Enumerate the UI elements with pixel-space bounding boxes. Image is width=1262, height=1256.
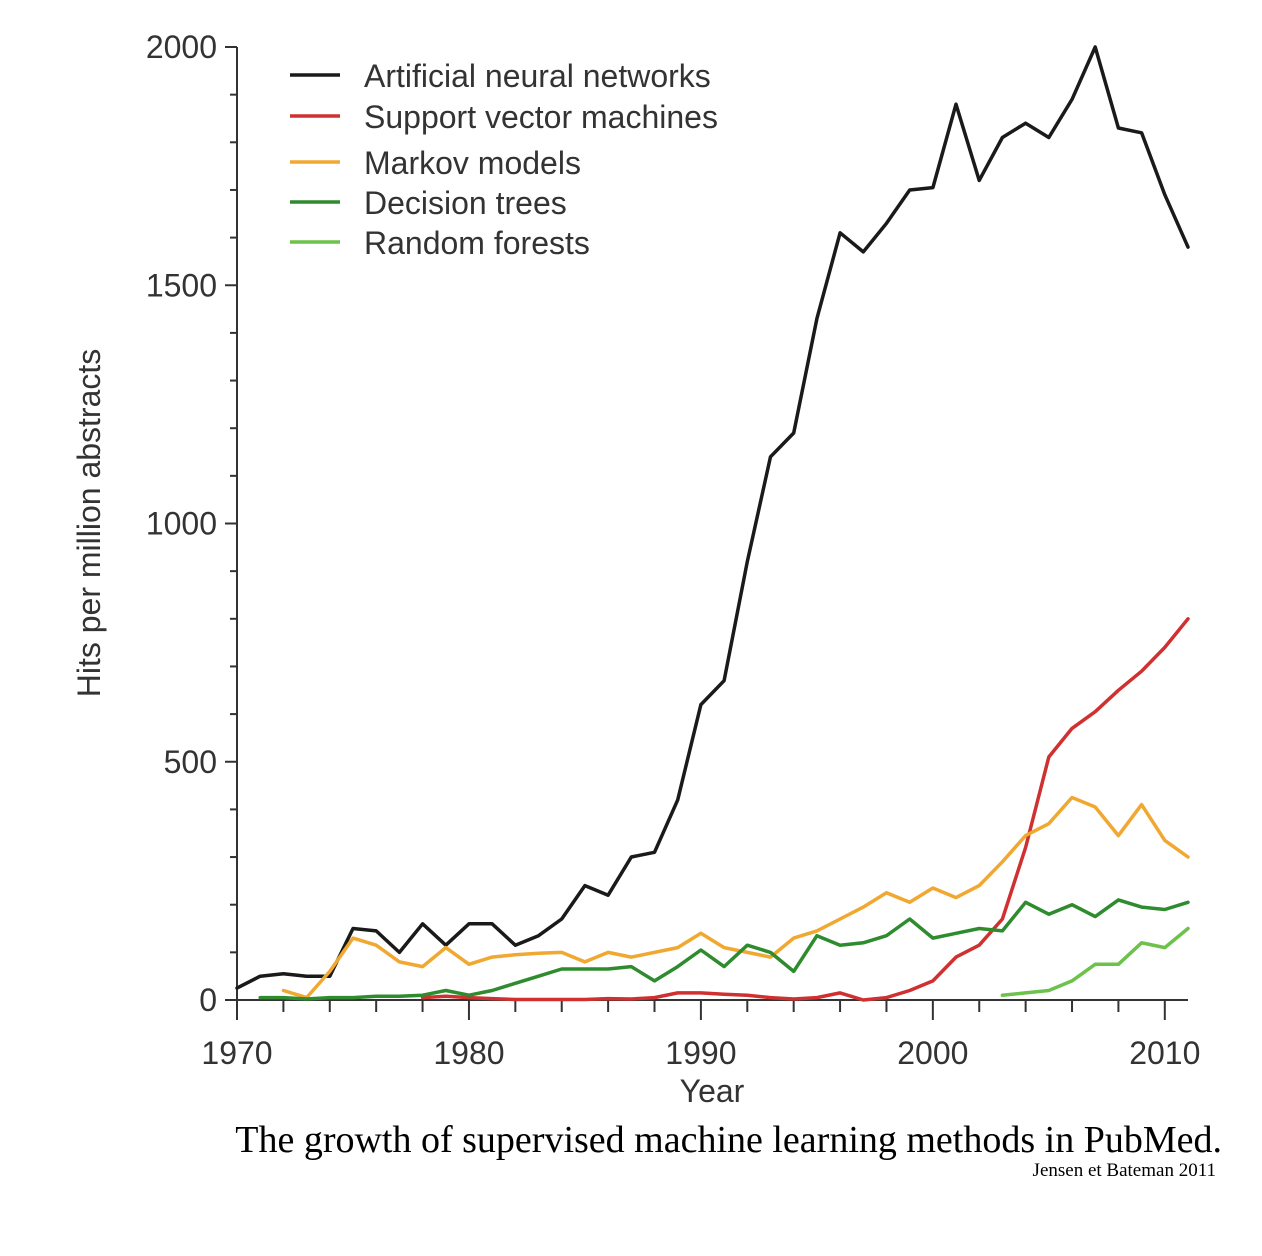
figure-caption: The growth of supervised machine learnin… bbox=[235, 1119, 1222, 1161]
figure-credit: Jensen et Bateman 2011 bbox=[1032, 1160, 1216, 1181]
y-tick-label: 1000 bbox=[146, 506, 217, 542]
legend-entry: Markov models bbox=[364, 145, 581, 181]
y-tick-label: 2000 bbox=[146, 29, 217, 65]
legend-entry: Decision trees bbox=[364, 185, 567, 221]
series-line-decision-trees bbox=[258, 898, 1190, 1001]
x-tick-label: 1990 bbox=[665, 1035, 736, 1071]
x-tick-label: 2010 bbox=[1129, 1035, 1200, 1071]
y-axis-label: Hits per million abstracts bbox=[71, 349, 107, 698]
series-line-markov-models bbox=[281, 795, 1190, 1000]
legend-entry: Random forests bbox=[364, 225, 590, 261]
y-tick-label: 0 bbox=[199, 982, 217, 1018]
legend-entry: Artificial neural networks bbox=[364, 58, 711, 94]
series-line-artificial-neural-networks bbox=[235, 45, 1190, 990]
line-chart: 0 500 1000 1500 2000 1970 1980 1990 2000 2010 Art… bbox=[71, 29, 1201, 1109]
x-axis-label: Year bbox=[680, 1073, 745, 1109]
x-tick-label: 1980 bbox=[433, 1035, 504, 1071]
x-tick-label: 1970 bbox=[201, 1035, 272, 1071]
y-tick-label: 500 bbox=[164, 744, 217, 780]
legend-entry: Support vector machines bbox=[364, 99, 718, 135]
series-line-support-vector-machines bbox=[420, 617, 1190, 1002]
legend: Artificial neural networks Support vector… bbox=[290, 58, 718, 261]
axis-ticks: 0 500 1000 1500 2000 1970 1980 1990 2000 2010 bbox=[146, 29, 1201, 1071]
series-line-random-forests bbox=[1000, 926, 1190, 997]
series-lines bbox=[235, 45, 1190, 1002]
x-tick-label: 2000 bbox=[897, 1035, 968, 1071]
y-tick-label: 1500 bbox=[146, 267, 217, 303]
